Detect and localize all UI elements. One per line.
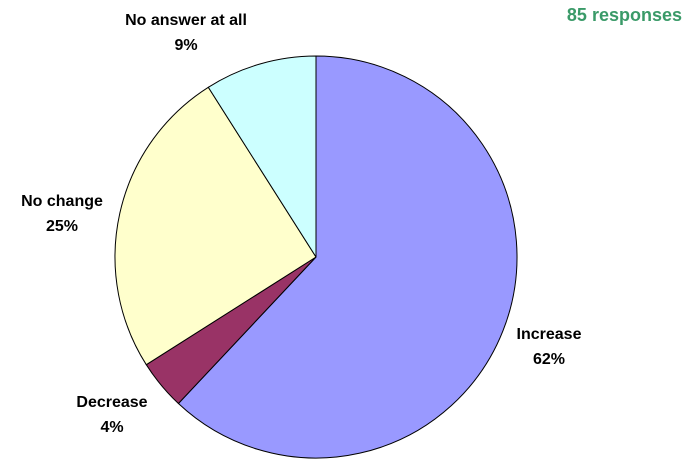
slice-label-increase: Increase — [517, 326, 582, 343]
slice-no-change — [114, 86, 317, 366]
pie-slices — [114, 55, 518, 459]
slice-no-answer-at-all — [207, 55, 317, 258]
slice-label-no-change: No change — [21, 193, 103, 210]
pie-labels: Increase 62% Decrease 4% No change 25% No answ… — [21, 12, 581, 436]
slice-value-no-answer-at-all: 9% — [174, 37, 197, 54]
slice-value-no-change: 25% — [46, 218, 78, 235]
slice-label-decrease: Decrease — [76, 394, 147, 411]
slice-value-decrease: 4% — [100, 419, 123, 436]
slice-label-no-answer-at-all: No answer at all — [125, 12, 247, 29]
slice-increase — [177, 55, 518, 459]
response-count: 85 responses — [566, 5, 682, 25]
slice-value-increase: 62% — [533, 351, 565, 368]
